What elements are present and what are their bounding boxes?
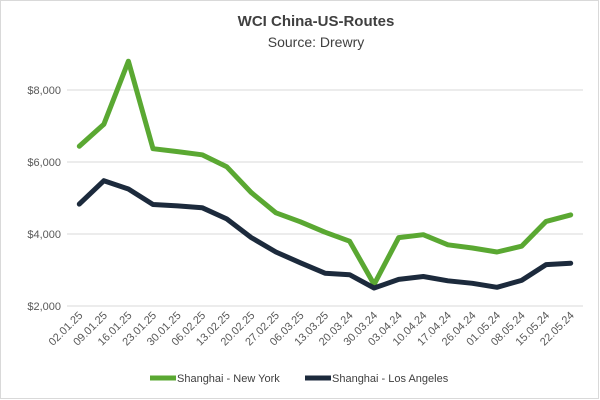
x-axis-ticks: 02.01.2509.01.2516.01.2523.01.2530.01.25…	[47, 310, 577, 349]
y-tick-label: $2,000	[27, 301, 61, 313]
y-axis-ticks: $2,000 $4,000 $6,000 $8,000	[27, 85, 61, 313]
chart-subtitle: Source: Drewry	[268, 34, 364, 50]
legend: Shanghai - New York Shanghai - Los Angele…	[150, 373, 449, 385]
chart-title: WCI China-US-Routes	[238, 13, 395, 30]
legend-item: Shanghai - New York	[150, 373, 280, 385]
legend-label: Shanghai - New York	[177, 373, 280, 385]
series-lines	[76, 58, 574, 291]
series-line	[76, 58, 574, 287]
series-shanghai-los-angeles	[76, 178, 574, 291]
legend-item: Shanghai - Los Angeles	[305, 373, 449, 385]
series-shanghai-new-york	[76, 58, 574, 287]
y-tick-label: $8,000	[27, 85, 61, 97]
y-tick-label: $6,000	[27, 157, 61, 169]
legend-label: Shanghai - Los Angeles	[332, 373, 449, 385]
y-tick-label: $4,000	[27, 229, 61, 241]
